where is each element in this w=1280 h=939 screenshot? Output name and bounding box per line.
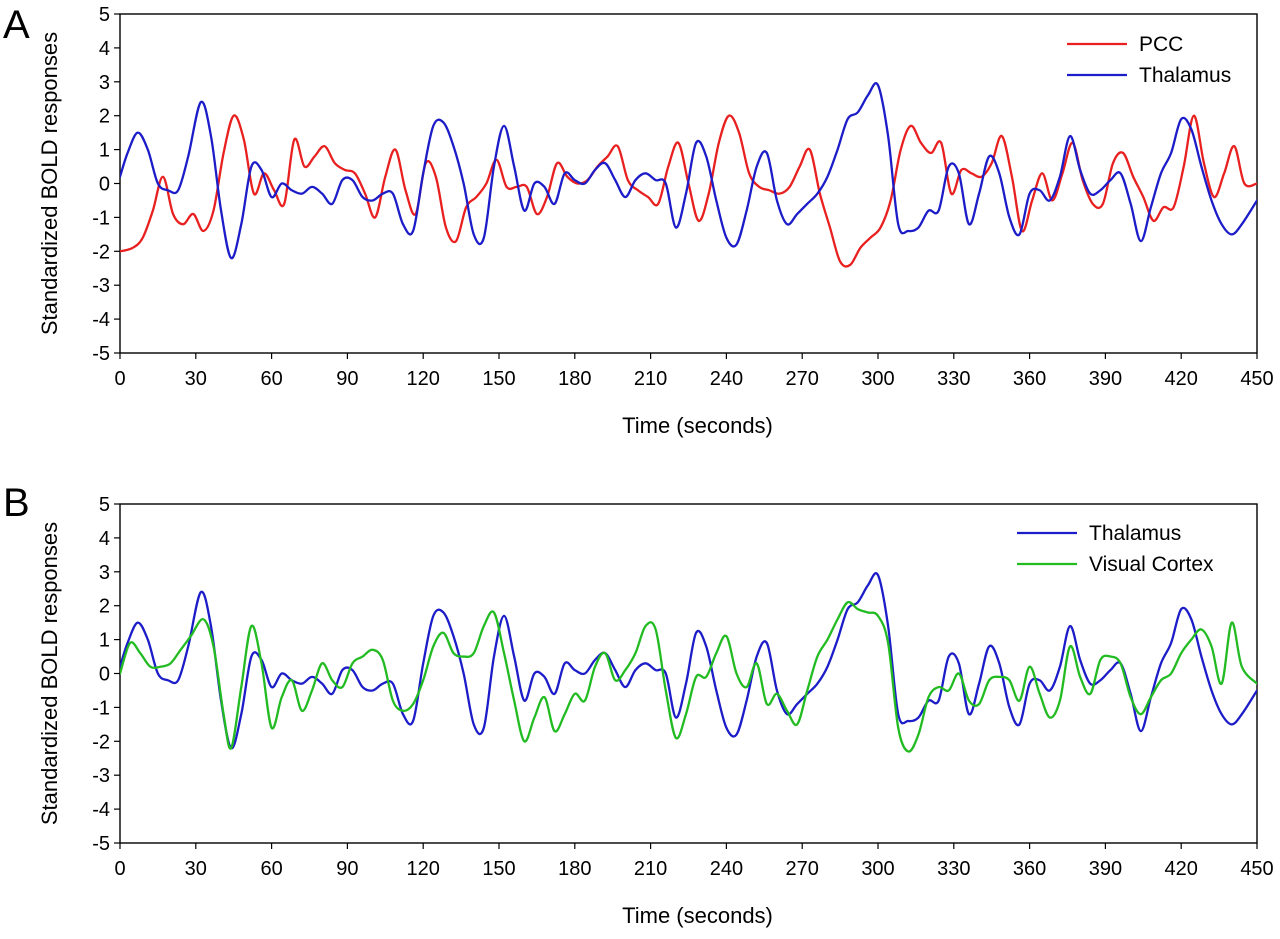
panel-a: A 0 30 60 90 120 150 180 210 240 270 300 330 360 390 4… xyxy=(3,3,1274,438)
chart-b-y-tick-label: -3 xyxy=(92,765,110,787)
chart-a-x-tick-label: 90 xyxy=(336,368,358,390)
chart-a-x-tick-label: 120 xyxy=(407,368,440,390)
chart-a-x-tick-label: 390 xyxy=(1089,368,1122,390)
chart-b-x-tick-label: 360 xyxy=(1013,858,1046,880)
panel-label-a: A xyxy=(3,3,30,47)
chart-b-y-tick-label: -4 xyxy=(92,799,110,821)
chart-a-x-tick-label: 60 xyxy=(260,368,282,390)
chart-a-y-tick-label: -2 xyxy=(92,241,110,263)
chart-a-y-tick-label: -5 xyxy=(92,343,110,365)
chart-b-x-tick-label: 450 xyxy=(1240,858,1273,880)
chart-a-x-axis-title: Time (seconds) xyxy=(622,413,773,438)
chart-a-x-tick-label: 150 xyxy=(482,368,515,390)
chart-a-x-tick-label: 360 xyxy=(1013,368,1046,390)
chart-b-y-tick-label: 1 xyxy=(99,630,110,652)
chart-a-x-tick-label: 240 xyxy=(710,368,743,390)
chart-b-x-axis-title: Time (seconds) xyxy=(622,903,773,928)
chart-b-x-tick-label: 210 xyxy=(634,858,667,880)
chart-b-y-tick-label: 3 xyxy=(99,562,110,584)
chart-a-legend-label-pcc: PCC xyxy=(1139,33,1183,56)
chart-b-y-tick-label: 4 xyxy=(99,528,110,550)
chart-a-x-tick-label: 180 xyxy=(558,368,591,390)
chart-a-x-tick-label: 330 xyxy=(937,368,970,390)
chart-b-y-tick-label: -2 xyxy=(92,731,110,753)
chart-a-y-tick-label: 1 xyxy=(99,140,110,162)
chart-b-x-tick-label: 300 xyxy=(861,858,894,880)
chart-b-y-axis-title: Standardized BOLD responses xyxy=(37,522,62,825)
chart-b-legend-label-visual-cortex: Visual Cortex xyxy=(1089,553,1214,576)
chart-a-x-tick-label: 420 xyxy=(1165,368,1198,390)
chart-a-x-tick-label: 210 xyxy=(634,368,667,390)
chart-a-y-tick-label: 5 xyxy=(99,4,110,26)
chart-a-y-tick-label: -3 xyxy=(92,275,110,297)
chart-b-y-tick-label: -5 xyxy=(92,833,110,855)
chart-b-y-tick-label: 2 xyxy=(99,596,110,618)
chart-b-y-tick-label: 5 xyxy=(99,494,110,516)
chart-a-y-axis-title: Standardized BOLD responses xyxy=(37,32,62,335)
chart-b-x-tick-label: 120 xyxy=(407,858,440,880)
chart-b-x-tick-label: 150 xyxy=(482,858,515,880)
chart-a-x-tick-label: 450 xyxy=(1240,368,1273,390)
chart-b-series-visual-cortex-line xyxy=(120,600,1257,753)
chart-b-y-tick-label: -1 xyxy=(92,697,110,719)
chart-b-x-tick-label: 390 xyxy=(1089,858,1122,880)
panel-label-b: B xyxy=(3,481,30,525)
chart-a-x-tick-label: 270 xyxy=(786,368,819,390)
chart-a-y-tick-label: 0 xyxy=(99,174,110,196)
chart-b-x-tick-label: 240 xyxy=(710,858,743,880)
chart-b-series-thalamus-line xyxy=(120,572,1257,750)
chart-a-x-tick-label: 0 xyxy=(114,368,125,390)
chart-b-legend-label-thalamus: Thalamus xyxy=(1089,522,1181,545)
chart-b-y-tick-label: 0 xyxy=(99,664,110,686)
chart-a-y-tick-label: -1 xyxy=(92,207,110,229)
chart-a-y-tick-label: 4 xyxy=(99,38,110,60)
chart-b-x-tick-label: 90 xyxy=(336,858,358,880)
chart-b-x-tick-label: 420 xyxy=(1165,858,1198,880)
chart-b-x-tick-label: 270 xyxy=(786,858,819,880)
chart-a-series-thalamus-line xyxy=(120,82,1257,260)
chart-b-x-tick-label: 30 xyxy=(185,858,207,880)
chart-b-x-tick-label: 0 xyxy=(114,858,125,880)
chart-a-svg: A 0 30 60 90 120 150 180 210 240 270 300 330 360 390 4… xyxy=(3,3,1274,438)
chart-b-x-tick-label: 180 xyxy=(558,858,591,880)
chart-b-svg: B 0 30 60 90 120 150 180 210 240 270 300 330 360 390 4… xyxy=(3,481,1274,928)
chart-a-series-pcc-line xyxy=(120,114,1257,268)
chart-a-y-tick-label: -4 xyxy=(92,309,110,331)
chart-a-y-tick-label: 3 xyxy=(99,72,110,94)
chart-b-x-tick-label: 60 xyxy=(260,858,282,880)
chart-a-x-tick-label: 30 xyxy=(185,368,207,390)
chart-a-x-tick-label: 300 xyxy=(861,368,894,390)
chart-a-y-tick-label: 2 xyxy=(99,106,110,128)
chart-a-legend-label-thalamus: Thalamus xyxy=(1139,64,1231,87)
panel-b: B 0 30 60 90 120 150 180 210 240 270 300 330 360 390 4… xyxy=(0,470,1280,939)
chart-b-x-tick-label: 330 xyxy=(937,858,970,880)
